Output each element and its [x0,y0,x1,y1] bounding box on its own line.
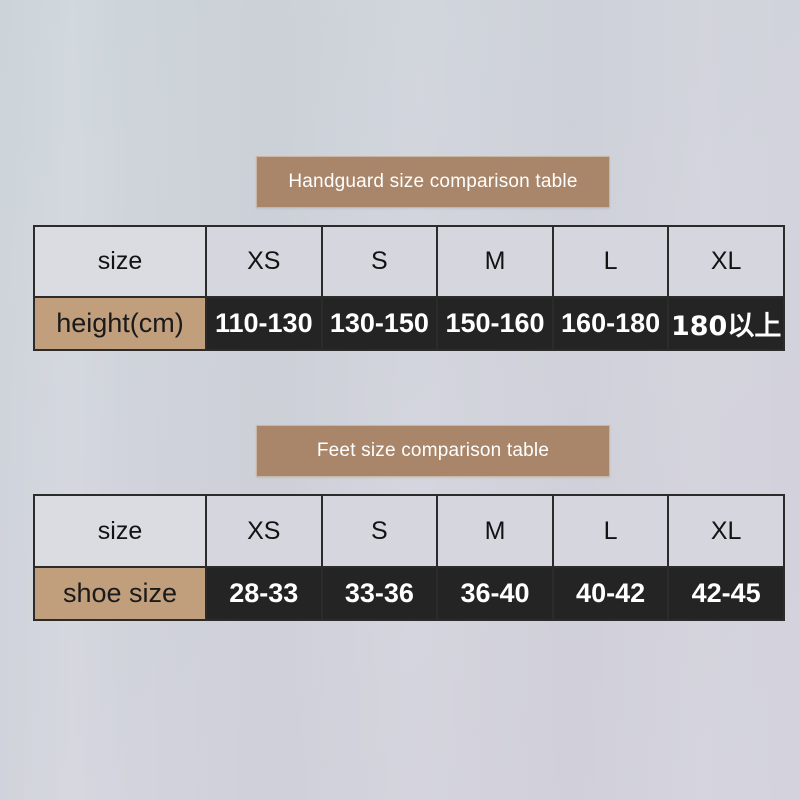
feet-header-label-cell: size [35,496,207,566]
handguard-header-cell-m: M [438,227,554,296]
handguard-header-cell-xl: XL [669,227,783,296]
handguard-header-cell-s: S [322,227,439,296]
handguard-title-text: Handguard size comparison table [288,171,578,192]
handguard-height-value-xl: 180以上 [670,311,782,342]
feet-shoe-size-row: shoe size 28-33 33-36 36-40 40-42 42-45 [35,566,783,619]
feet-shoe-size-label-cell: shoe size [35,568,207,619]
handguard-height-value-m: 150-160 [438,298,554,349]
handguard-height-label-cell: height(cm) [35,298,207,349]
handguard-title-banner: Handguard size comparison table [256,156,610,208]
handguard-header-cell-l: L [553,227,670,296]
feet-header-cell-m: M [438,496,554,566]
feet-shoe-size-value-l: 40-42 [554,568,670,619]
feet-size-table: size XS S M L XL shoe size 28-33 33-36 3… [33,494,785,621]
feet-header-cell-xl: XL [669,496,783,566]
handguard-header-cell-xs: XS [207,227,323,296]
feet-header-row: size XS S M L XL [35,496,783,566]
handguard-height-value-xs: 110-130 [207,298,323,349]
feet-shoe-size-value-s: 33-36 [323,568,439,619]
handguard-height-value-l: 160-180 [554,298,670,349]
handguard-header-label-cell: size [35,227,207,296]
handguard-header-row: size XS S M L XL [35,227,783,296]
feet-shoe-size-value-m: 36-40 [438,568,554,619]
feet-shoe-size-value-xl: 42-45 [691,578,761,608]
feet-title-banner: Feet size comparison table [256,425,610,477]
feet-header-cell-s: S [322,496,439,566]
feet-header-cell-xs: XS [207,496,323,566]
handguard-height-value-s: 130-150 [323,298,439,349]
handguard-size-table: size XS S M L XL height(cm) 110-130 130-… [33,225,785,351]
feet-header-cell-l: L [553,496,670,566]
feet-shoe-size-value-xs: 28-33 [207,568,323,619]
feet-title-text: Feet size comparison table [316,440,550,461]
handguard-height-row: height(cm) 110-130 130-150 150-160 160-1… [35,296,783,349]
